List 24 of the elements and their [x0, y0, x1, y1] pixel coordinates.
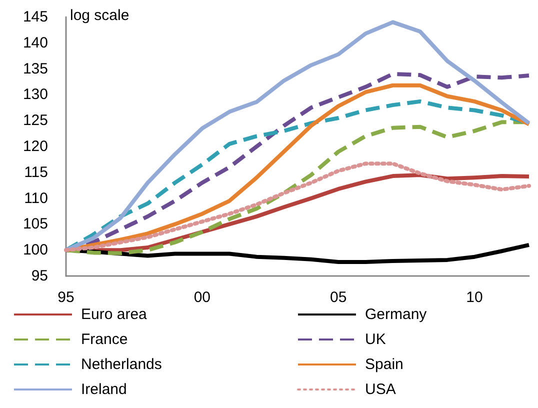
x-tick-label: 95: [58, 289, 74, 306]
y-tick-label: 135: [22, 60, 48, 78]
y-tick-label: 115: [24, 164, 48, 181]
y-tick-label: 140: [22, 34, 48, 52]
y-tick-label: 110: [24, 190, 48, 207]
legend-label: Spain: [365, 356, 404, 373]
y-tick-label: 120: [22, 138, 48, 155]
x-tick-label: 00: [194, 289, 211, 306]
y-tick-label: 145: [22, 8, 48, 26]
y-tick-label: 95: [31, 268, 48, 284]
legend-label: USA: [365, 381, 396, 398]
legend-label: Ireland: [81, 381, 127, 398]
y-tick-label: 125: [22, 112, 48, 130]
legend-label: France: [81, 331, 128, 348]
y-tick-label: 130: [22, 86, 48, 104]
x-tick-label: 10: [466, 289, 483, 306]
y-tick-label: 105: [22, 216, 48, 233]
annotation: log scale: [70, 7, 130, 24]
x-tick-label: 05: [330, 289, 347, 306]
legend-label: Germany: [365, 306, 428, 323]
y-tick-label: 100: [22, 242, 48, 259]
legend-label: Netherlands: [81, 356, 162, 373]
legend-label: UK: [365, 331, 386, 348]
legend-label: Euro area: [81, 306, 148, 323]
